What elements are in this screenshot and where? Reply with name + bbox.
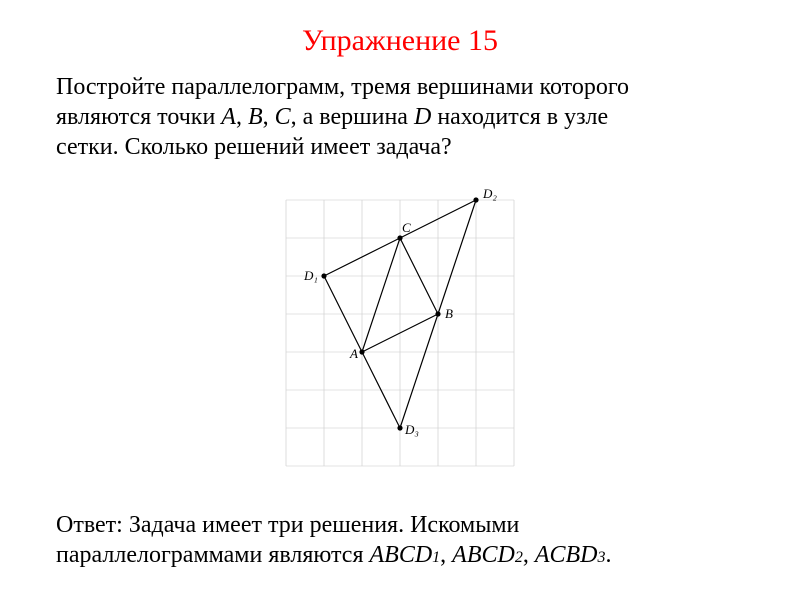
exercise-slide: { "title": "Упражнение 15", "problem_lin… — [0, 0, 800, 600]
sep3: , а вершина — [291, 104, 414, 130]
parallelogram-1-sub: 1 — [432, 549, 440, 566]
parallelogram-1: ABCD — [370, 542, 433, 568]
sep2: , — [263, 104, 275, 130]
parallelogram-2-sub: 2 — [515, 549, 523, 566]
answer-prefix: Ответ: — [56, 512, 123, 538]
exercise-title: Упражнение 15 — [56, 24, 744, 58]
problem-line3: сетки. Сколько решений имеет задача? — [56, 134, 452, 160]
answer-text: Ответ: Задача имеет три решения. Искомым… — [56, 510, 744, 570]
sep-pg-1: , — [440, 542, 452, 568]
svg-text:A: A — [349, 346, 358, 361]
sep1: , — [236, 104, 248, 130]
answer-end: . — [606, 542, 612, 568]
parallelogram-3: ACBD — [535, 542, 598, 568]
answer-body-2: параллелограммами являются — [56, 542, 370, 568]
svg-text:D₃: D₃ — [404, 422, 419, 437]
sep-pg-2: , — [523, 542, 535, 568]
svg-text:B: B — [445, 306, 453, 321]
problem-line2a: являются точки — [56, 104, 221, 130]
label-B: B — [248, 104, 263, 130]
problem-statement: Постройте параллелограмм, тремя вершинам… — [56, 72, 744, 162]
answer-body-1: Задача имеет три решения. Искомыми — [123, 512, 520, 538]
svg-text:D₂: D₂ — [482, 186, 497, 201]
label-D: D — [414, 104, 431, 130]
svg-text:C: C — [402, 220, 411, 235]
parallelogram-3-sub: 3 — [598, 549, 606, 566]
problem-line1: Постройте параллелограмм, тремя вершинам… — [56, 74, 629, 100]
label-C: C — [275, 104, 291, 130]
problem-line2e: находится в узле — [431, 104, 608, 130]
geometry-diagram: A B C D₁ D₂ D₃ — [266, 180, 534, 486]
svg-text:D₁: D₁ — [303, 268, 318, 283]
label-A: A — [221, 104, 236, 130]
parallelogram-2: ABCD — [452, 542, 515, 568]
